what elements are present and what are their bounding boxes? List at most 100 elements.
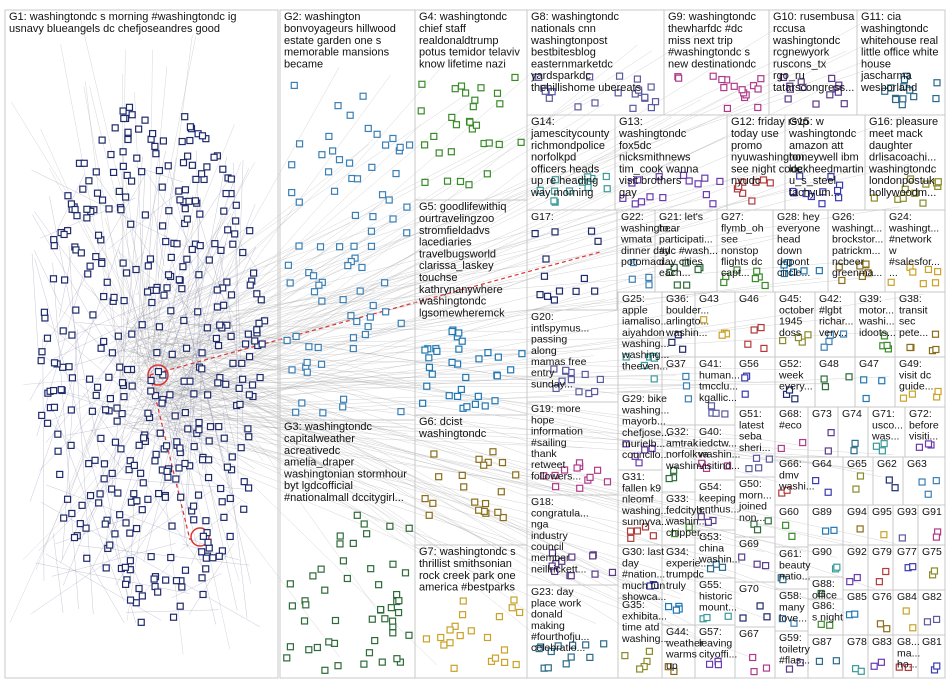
group-label: every...	[779, 381, 813, 393]
group-label: G53:	[699, 531, 722, 543]
group-label: visit brothers	[619, 175, 682, 187]
group-label: G87	[812, 636, 832, 648]
node	[838, 276, 846, 285]
node	[135, 584, 143, 593]
node	[43, 419, 52, 427]
group-label: #fourthofju...	[531, 631, 589, 643]
node	[237, 444, 245, 452]
node	[471, 96, 479, 104]
group-label: nicksmithnews	[619, 152, 691, 164]
node	[367, 565, 375, 573]
edge	[143, 222, 351, 317]
node	[360, 520, 368, 528]
group-label: chipper...	[666, 527, 709, 539]
group-label: motor...	[859, 304, 894, 316]
node	[429, 499, 437, 507]
group-label: tim_cook wanna	[619, 163, 699, 175]
node	[349, 345, 357, 353]
group-label: exhibita...	[622, 610, 667, 622]
node	[223, 278, 231, 286]
node	[118, 379, 127, 387]
edge	[109, 283, 213, 345]
node	[127, 220, 135, 228]
node	[229, 359, 237, 367]
group-label: G55:	[699, 579, 722, 591]
group-label: dmv	[779, 469, 800, 481]
group-label: meet mack	[869, 128, 923, 140]
edge	[129, 270, 462, 375]
node	[172, 577, 181, 585]
node	[164, 271, 173, 279]
node	[755, 464, 763, 472]
node	[117, 445, 125, 453]
group-label: patrickm...	[832, 245, 880, 257]
edge	[155, 281, 514, 365]
node	[367, 242, 376, 250]
node	[548, 562, 556, 570]
edge	[164, 414, 894, 455]
node	[350, 242, 358, 250]
group-label: time atd	[622, 622, 660, 634]
node	[567, 653, 575, 661]
edge	[159, 248, 222, 486]
node	[95, 499, 103, 507]
node	[550, 197, 558, 205]
node	[386, 522, 394, 530]
node	[202, 554, 210, 562]
node	[103, 278, 111, 286]
node	[724, 612, 732, 620]
edge	[146, 417, 726, 520]
group-label: G78	[847, 636, 867, 648]
node	[151, 457, 159, 465]
group-label: tachyum...	[789, 187, 840, 199]
node	[343, 574, 351, 583]
group-label: nleomf	[622, 494, 654, 506]
node	[244, 484, 253, 492]
node	[158, 399, 166, 407]
node	[483, 633, 492, 642]
node	[203, 529, 211, 537]
node	[753, 526, 762, 534]
group-label: potomaci...	[621, 256, 672, 268]
node	[226, 532, 234, 541]
node	[336, 532, 344, 540]
node	[141, 211, 149, 219]
node	[286, 643, 294, 651]
node	[349, 334, 358, 342]
group-label: G41:	[699, 358, 722, 370]
node	[210, 153, 218, 161]
node	[671, 530, 679, 538]
node	[714, 661, 723, 669]
group-label: touchse	[419, 272, 458, 284]
node	[800, 267, 808, 275]
node	[288, 161, 296, 169]
group-label: house	[861, 58, 891, 70]
edge	[171, 363, 517, 596]
node	[353, 175, 362, 183]
group-label: fallen k9	[622, 482, 661, 494]
node	[401, 569, 410, 577]
node	[152, 150, 160, 158]
edge	[148, 279, 180, 450]
edge	[132, 382, 807, 553]
group-label: day	[622, 557, 640, 569]
node	[54, 430, 62, 438]
node	[835, 263, 843, 271]
edge	[133, 75, 391, 427]
group-label: many	[779, 601, 805, 613]
node	[368, 615, 376, 623]
node	[754, 103, 762, 112]
node	[122, 269, 131, 277]
group-label: fedcityb...	[666, 504, 711, 516]
node	[458, 471, 466, 479]
group-label: G19: more	[531, 403, 581, 415]
node	[121, 580, 130, 588]
group-label: G39:	[859, 293, 882, 305]
group-label: washing...	[621, 349, 669, 361]
node	[190, 516, 198, 524]
node	[248, 381, 257, 389]
node	[67, 406, 75, 414]
node	[627, 534, 635, 542]
node	[614, 89, 622, 97]
node	[209, 554, 217, 562]
